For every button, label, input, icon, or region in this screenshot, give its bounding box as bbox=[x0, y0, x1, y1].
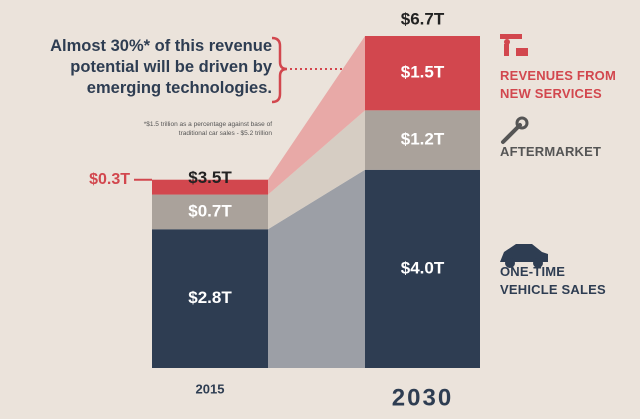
legend-entry: REVENUES FROM NEW SERVICES bbox=[500, 68, 617, 102]
bar-segment bbox=[365, 110, 480, 170]
value-label: $4.0T bbox=[401, 258, 445, 277]
total-label: $3.5T bbox=[188, 168, 232, 187]
car-icon bbox=[500, 244, 548, 268]
bracket bbox=[271, 36, 288, 104]
annotation-highlight: 30% bbox=[110, 37, 144, 55]
value-label: $1.2T bbox=[401, 130, 445, 149]
connector bbox=[268, 169, 365, 368]
value-label: $2.8T bbox=[188, 288, 232, 307]
connector bbox=[268, 110, 365, 230]
value-label: $0.3T bbox=[89, 171, 130, 188]
bar-segment bbox=[152, 194, 268, 230]
annotation-text: * of this revenue potential will be driv… bbox=[70, 37, 272, 97]
total-label: $6.7T bbox=[401, 9, 445, 28]
bar-segment bbox=[152, 229, 268, 368]
x-tick-label: 2030 bbox=[392, 384, 453, 411]
annotation-text: Almost bbox=[50, 37, 111, 55]
legend-entry: ONE-TIME VEHICLE SALES bbox=[500, 263, 606, 297]
x-tick-label: 2015 bbox=[196, 381, 225, 396]
connector bbox=[268, 36, 365, 195]
annotation: Almost 30%* of this revenue potential wi… bbox=[20, 36, 272, 99]
footnote: *$1.5 trillion as a percentage against b… bbox=[143, 121, 272, 137]
legend-entry: AFTERMARKET bbox=[500, 144, 602, 160]
value-label: $0.7T bbox=[188, 201, 232, 220]
bar-segment bbox=[365, 169, 480, 368]
bar-segment bbox=[365, 36, 480, 111]
robot-icon bbox=[500, 34, 528, 56]
wrench-icon bbox=[501, 116, 529, 144]
value-label: $1.5T bbox=[401, 63, 445, 82]
bar-segment bbox=[152, 179, 268, 195]
